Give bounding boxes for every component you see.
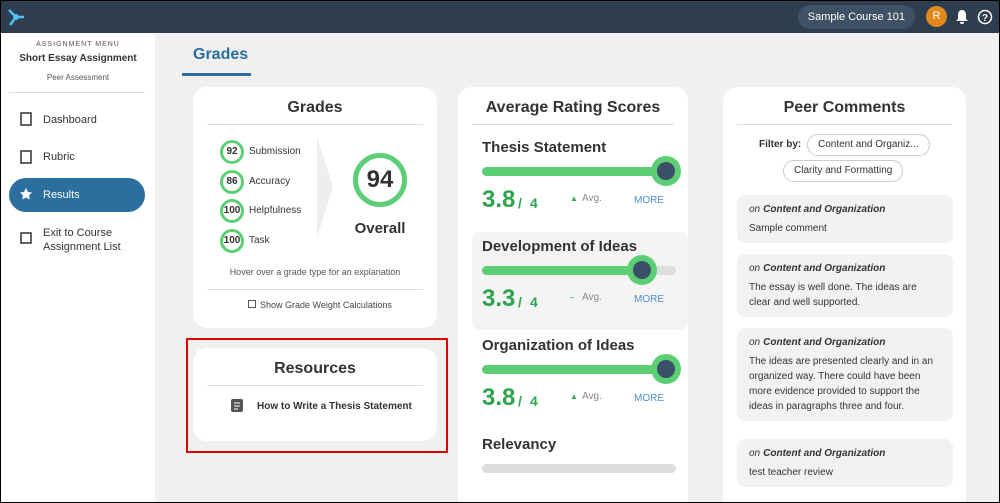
rating-knob [651, 156, 682, 186]
rating-score: 3.3 [482, 285, 516, 312]
course-button[interactable]: Sample Course 101 [797, 5, 915, 29]
filter-chip[interactable]: Content and Organiz... [807, 134, 930, 156]
filter-label: Filter by: [759, 139, 802, 150]
top-bar: Sample Course 101 R ? [1, 1, 999, 33]
more-link[interactable]: MORE [634, 294, 664, 305]
comment-prefix: on [749, 337, 761, 348]
comment: on Content and Organization The ideas are … [737, 328, 953, 421]
criterion-name: Organization of Ideas [482, 337, 635, 354]
rating-bar [482, 266, 643, 275]
filter-chip[interactable]: Clarity and Formatting [783, 160, 904, 182]
comment-criterion: Content and Organization [763, 263, 886, 274]
grade-ring: 92 [220, 140, 244, 164]
grade-label: Task [249, 234, 270, 246]
tab[interactable]: Grades [193, 46, 249, 63]
menu-item[interactable]: Rubric [43, 151, 75, 163]
comment-prefix: on [749, 204, 761, 215]
assignment-name: Short Essay Assignment [19, 53, 137, 64]
rating-track [482, 354, 682, 384]
grade-ring: 86 [220, 169, 244, 194]
sidebar: ASSIGNMENT MENU Short Essay Assignment P… [1, 33, 155, 502]
rating-track [482, 464, 676, 473]
rating-knob [627, 255, 658, 285]
bell-icon[interactable] [955, 9, 969, 25]
comment-prefix: on [749, 448, 761, 459]
rating-bar [482, 167, 667, 176]
comment-text: test teacher review [749, 467, 833, 478]
grade-label: Submission [249, 146, 301, 157]
rating-max: 4 [530, 294, 538, 310]
grade-label: Accuracy [249, 175, 291, 187]
comment-criterion: Content and Organization [763, 448, 886, 459]
trend: – [570, 293, 575, 302]
rating-separator: / [518, 393, 522, 409]
highlight-box [186, 338, 448, 453]
help-icon[interactable]: ? [977, 9, 993, 25]
rating-separator: / [518, 294, 522, 310]
overall-grade: 94 [353, 153, 407, 207]
rating-separator: / [518, 195, 522, 211]
avatar[interactable]: R [926, 6, 947, 27]
comment-text: The ideas are presented clearly and in a… [749, 356, 934, 412]
rating-track [482, 255, 676, 285]
rating-knob [651, 354, 682, 384]
card-title: Average Rating Scores [485, 99, 661, 116]
comment-prefix: on [749, 263, 761, 274]
avg-label: Avg. [582, 292, 602, 303]
svg-text:?: ? [982, 13, 988, 24]
more-link[interactable]: MORE [634, 195, 664, 206]
trend: ▲ [570, 194, 578, 203]
rating-score: 3.8 [482, 384, 516, 411]
assessment-type: Peer Assessment [46, 73, 110, 82]
trend: ▲ [570, 392, 578, 401]
logo [8, 9, 24, 26]
ratings-card: Average Rating Scores Thesis Statement 3.… [458, 87, 688, 502]
overall-label: Overall [354, 220, 406, 237]
menu-item-active[interactable]: Results [9, 178, 145, 212]
card-title: Peer Comments [783, 99, 906, 116]
menu-label: ASSIGNMENT MENU [36, 41, 120, 48]
card-title: Grades [287, 99, 343, 116]
avg-label: Avg. [582, 193, 602, 204]
rating-track [482, 156, 682, 186]
rating-bar [482, 365, 667, 374]
hint: Hover over a grade type for an explanati… [229, 267, 401, 277]
resource-link[interactable]: How to Write a Thesis Statement [257, 401, 412, 412]
grade-label: Helpfulness [249, 205, 302, 216]
grade-ring: 100 [220, 199, 244, 223]
menu-item[interactable]: Exit to Course Assignment List [43, 227, 121, 253]
comment: on Content and Organization The essay is w… [737, 254, 953, 317]
grade-ring: 100 [220, 228, 244, 253]
comment: on Content and Organization test teacher r… [737, 439, 953, 487]
comment: on Content and Organization Sample comment [737, 195, 953, 243]
comment-criterion: Content and Organization [763, 337, 886, 348]
rating-score: 3.8 [482, 186, 516, 213]
criterion-name: Development of Ideas [482, 238, 638, 255]
comment-text: The essay is well done. The ideas are cl… [749, 282, 917, 308]
menu-icons [20, 112, 32, 244]
comment-criterion: Content and Organization [763, 204, 886, 215]
card-title: Resources [274, 360, 356, 377]
criterion-name: Relevancy [482, 436, 557, 453]
rating-max: 4 [530, 195, 538, 211]
rating-max: 4 [530, 393, 538, 409]
resources-card: Resources How to Write a Thesis Statemen… [193, 348, 437, 441]
avg-label: Avg. [582, 391, 602, 402]
menu-item[interactable]: Dashboard [43, 114, 97, 126]
more-link[interactable]: MORE [634, 393, 664, 404]
checkbox-label[interactable]: Show Grade Weight Calculations [260, 300, 392, 310]
criterion-name: Thesis Statement [482, 139, 607, 156]
checkbox[interactable] [248, 300, 256, 308]
grades-card: Grades 94 Overall Hover over a grade typ… [193, 87, 437, 328]
comments-card: Peer Comments Filter by: Content and Org… [723, 87, 966, 502]
comment-text: Sample comment [749, 223, 827, 234]
